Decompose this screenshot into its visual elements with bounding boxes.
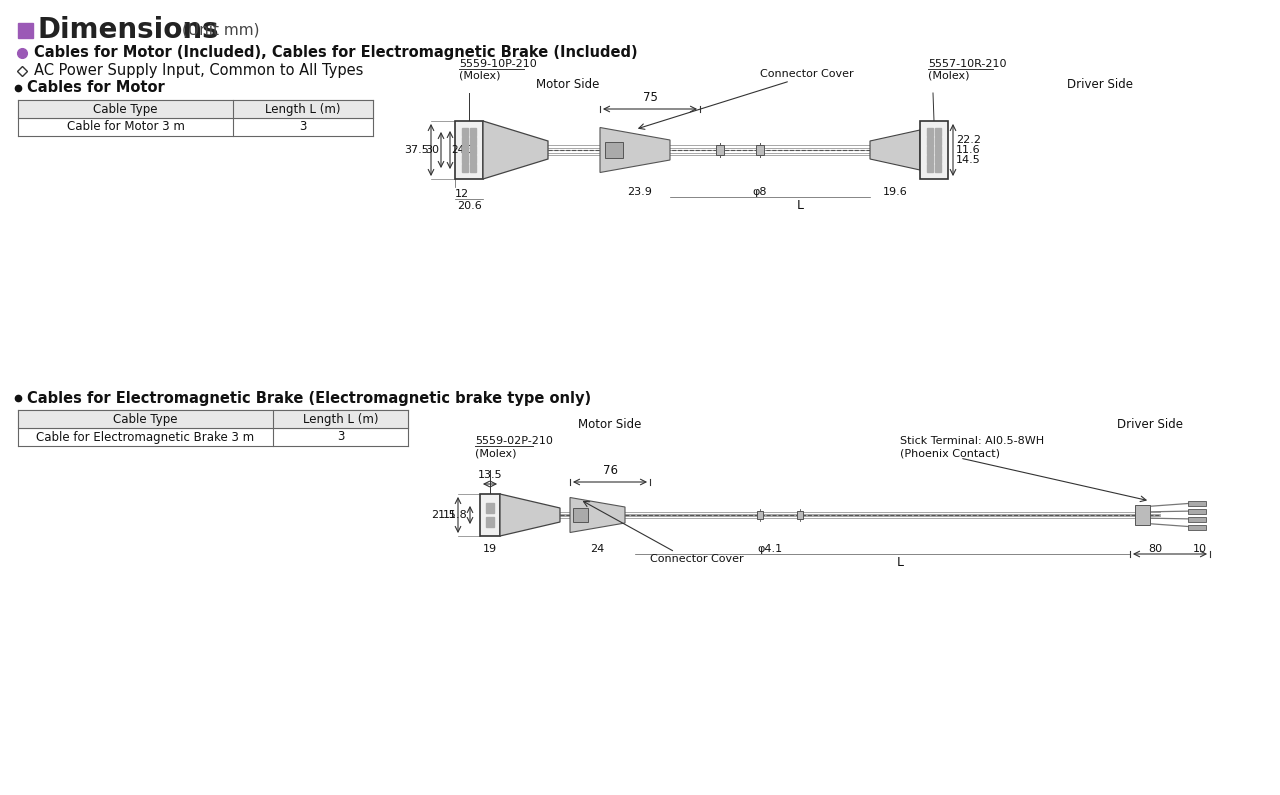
Bar: [797, 511, 803, 519]
Text: Length L (m): Length L (m): [265, 103, 340, 115]
Polygon shape: [600, 127, 669, 173]
Polygon shape: [500, 494, 561, 536]
Bar: [480, 494, 500, 536]
Text: Driver Side: Driver Side: [1068, 79, 1133, 91]
Text: 23.9: 23.9: [627, 187, 653, 197]
Text: Cable Type: Cable Type: [93, 103, 157, 115]
Bar: [470, 164, 476, 172]
Bar: [462, 164, 468, 172]
Text: Connector Cover: Connector Cover: [760, 69, 854, 79]
Bar: [1188, 501, 1206, 506]
Bar: [18, 23, 33, 38]
Text: Cable for Electromagnetic Brake 3 m: Cable for Electromagnetic Brake 3 m: [36, 431, 255, 444]
Bar: [934, 128, 941, 136]
Text: 3: 3: [337, 431, 344, 444]
Text: Cables for Motor (Included), Cables for Electromagnetic Brake (Included): Cables for Motor (Included), Cables for …: [35, 45, 637, 60]
Bar: [573, 508, 588, 522]
Bar: [486, 517, 494, 527]
Text: φ8: φ8: [753, 187, 767, 197]
Text: L: L: [796, 199, 804, 212]
Bar: [927, 164, 933, 172]
Text: Cables for Motor: Cables for Motor: [27, 80, 165, 95]
Text: AC Power Supply Input, Common to All Types: AC Power Supply Input, Common to All Typ…: [35, 64, 364, 79]
Bar: [462, 137, 468, 145]
Bar: [927, 128, 933, 136]
Polygon shape: [570, 498, 625, 533]
Bar: [716, 145, 724, 155]
Text: 5559-10P-210: 5559-10P-210: [460, 59, 536, 69]
Text: (Phoenix Contact): (Phoenix Contact): [900, 448, 1000, 458]
Bar: [462, 155, 468, 163]
Bar: [454, 121, 483, 179]
Text: 10: 10: [1193, 544, 1207, 554]
Text: 30: 30: [425, 145, 439, 155]
Text: (Molex): (Molex): [928, 71, 969, 81]
Text: (Unit mm): (Unit mm): [182, 22, 260, 37]
Bar: [470, 137, 476, 145]
Text: 5559-02P-210: 5559-02P-210: [475, 436, 553, 446]
Text: 13.5: 13.5: [477, 470, 502, 480]
Bar: [934, 137, 941, 145]
Polygon shape: [870, 130, 920, 170]
Text: Stick Terminal: AI0.5-8WH: Stick Terminal: AI0.5-8WH: [900, 436, 1044, 446]
Bar: [462, 128, 468, 136]
Text: φ4.1: φ4.1: [758, 544, 782, 554]
Text: Connector Cover: Connector Cover: [650, 554, 744, 564]
Text: Motor Side: Motor Side: [536, 79, 600, 91]
Bar: [934, 164, 941, 172]
Bar: [470, 155, 476, 163]
Text: 80: 80: [1148, 544, 1162, 554]
Text: 22.2: 22.2: [956, 135, 980, 145]
Bar: [486, 503, 494, 513]
Text: 24.3: 24.3: [451, 145, 475, 155]
Text: Motor Side: Motor Side: [579, 418, 641, 432]
Text: 14.5: 14.5: [956, 155, 980, 165]
Polygon shape: [483, 121, 548, 179]
Text: 5557-10R-210: 5557-10R-210: [928, 59, 1006, 69]
Text: Cable for Motor 3 m: Cable for Motor 3 m: [67, 121, 184, 134]
Bar: [470, 146, 476, 154]
Bar: [1188, 525, 1206, 529]
Text: 11.6: 11.6: [956, 145, 980, 155]
Bar: [1135, 505, 1149, 525]
Text: 19: 19: [483, 544, 497, 554]
Text: 24: 24: [590, 544, 604, 554]
Bar: [18, 100, 372, 118]
Bar: [462, 146, 468, 154]
Text: Dimensions: Dimensions: [38, 16, 220, 44]
Text: 11.8: 11.8: [443, 510, 468, 520]
Text: 12: 12: [454, 189, 468, 199]
Bar: [920, 121, 948, 179]
Bar: [756, 511, 763, 519]
Bar: [1188, 509, 1206, 514]
Text: 19.6: 19.6: [883, 187, 908, 197]
Text: 21.5: 21.5: [431, 510, 456, 520]
Text: Cable Type: Cable Type: [113, 413, 178, 425]
Text: 3: 3: [300, 121, 307, 134]
Bar: [927, 155, 933, 163]
Bar: [927, 146, 933, 154]
Bar: [18, 410, 408, 428]
Bar: [934, 155, 941, 163]
Text: (Molex): (Molex): [475, 448, 517, 458]
Text: Length L (m): Length L (m): [303, 413, 379, 425]
Text: 76: 76: [603, 464, 617, 477]
Text: 20.6: 20.6: [457, 201, 481, 211]
Bar: [934, 146, 941, 154]
Bar: [1188, 517, 1206, 522]
Text: 37.5: 37.5: [404, 145, 429, 155]
Text: Driver Side: Driver Side: [1117, 418, 1183, 432]
Bar: [756, 145, 764, 155]
Text: 75: 75: [643, 91, 658, 104]
Bar: [927, 137, 933, 145]
Bar: [470, 128, 476, 136]
Bar: [605, 142, 623, 158]
Text: L: L: [896, 556, 904, 569]
Text: (Molex): (Molex): [460, 71, 500, 81]
Text: Cables for Electromagnetic Brake (Electromagnetic brake type only): Cables for Electromagnetic Brake (Electr…: [27, 390, 591, 405]
